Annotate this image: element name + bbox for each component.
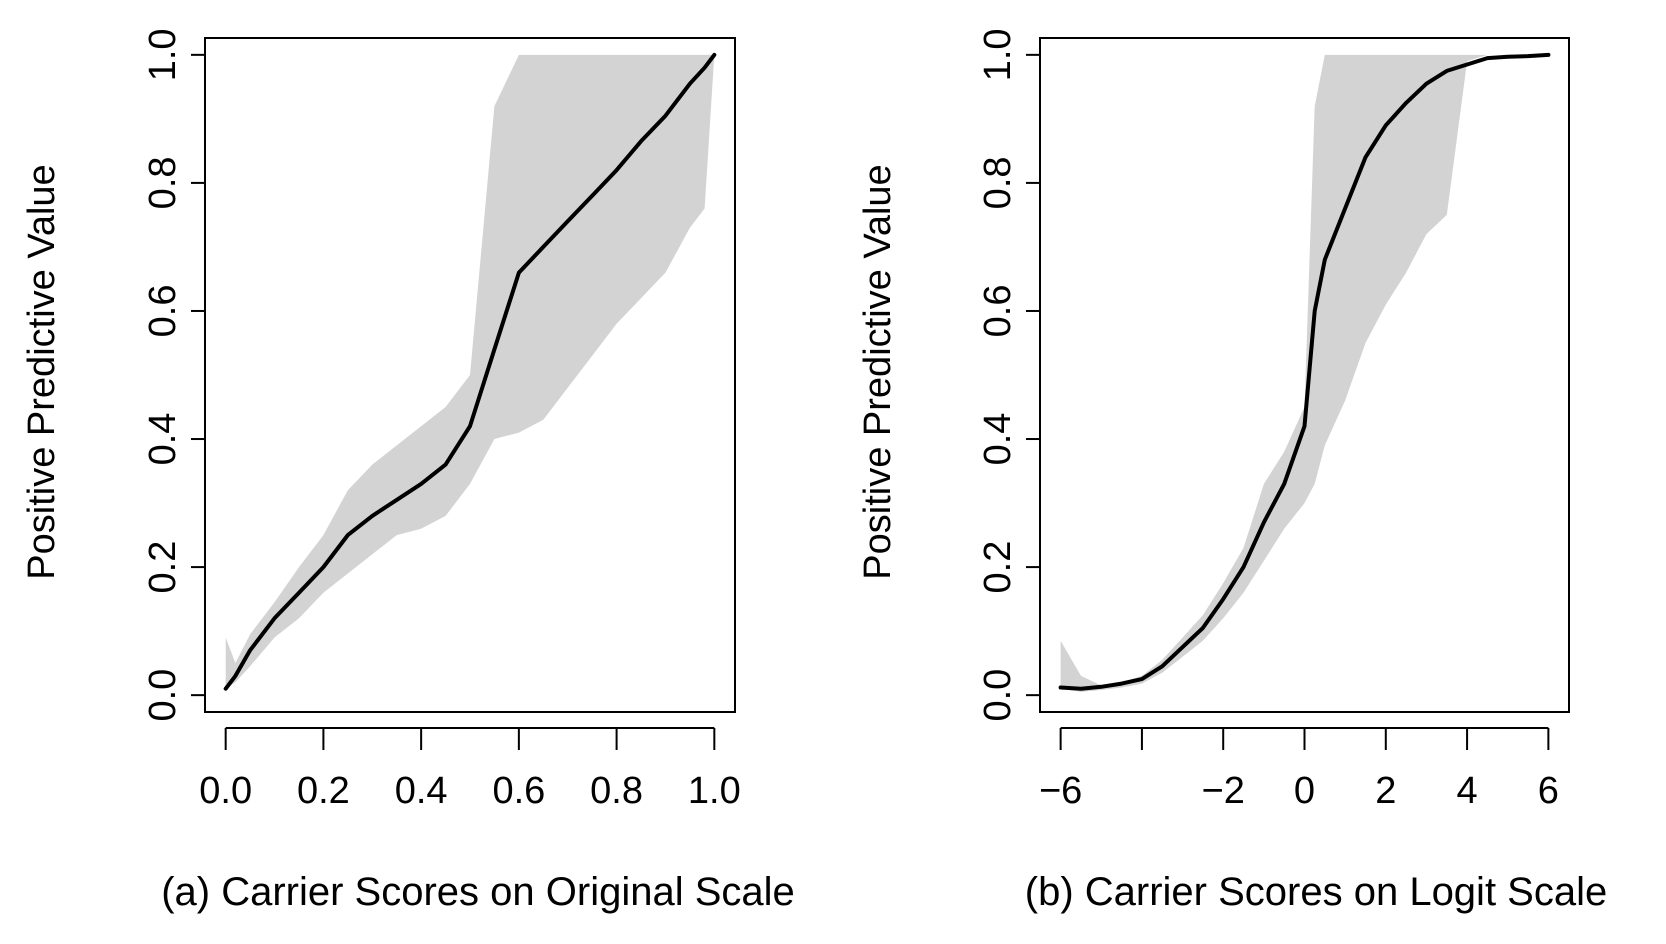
panel-a-x-tick-label: 0.8 [590, 770, 643, 812]
panel-b-estimate-line [1058, 52, 1551, 691]
panel-a-y-tick-label: 0.4 [142, 413, 184, 466]
panel-a-x-tick-label: 0.6 [492, 770, 545, 812]
panel-a-y-tick-label: 0.8 [142, 156, 184, 209]
panel-a-x-tick-label: 0.2 [297, 770, 350, 812]
panel-b-x-tick-label: −2 [1202, 770, 1245, 812]
panel-a-estimate-line [223, 52, 717, 691]
panel-b-x-tick-label: 4 [1457, 770, 1478, 812]
panel-b-ylabel: Positive Predictive Value [857, 164, 899, 579]
panel-b-x-tick-label: 0 [1294, 770, 1315, 812]
panel-b-y-tick-label: 0.8 [977, 156, 1019, 209]
panel-b-x-tick-label: 6 [1538, 770, 1559, 812]
panel-a-y-tick-label: 1.0 [142, 28, 184, 81]
panel-a-confidence-band [225, 54, 715, 689]
panel-a-caption: (a) Carrier Scores on Original Scale [161, 870, 795, 914]
panel-a-x-tick-label: 1.0 [688, 770, 741, 812]
panel-b-y-tick-label: 0.6 [977, 285, 1019, 338]
panel-b-plot-frame [1039, 37, 1570, 713]
panel-b-y-tick-label: 0.0 [977, 669, 1019, 722]
panel-b-caption: (b) Carrier Scores on Logit Scale [1025, 870, 1607, 914]
panel-a: Positive Predictive Value (a) Carrier Sc… [21, 28, 795, 914]
panel-a-y-tick-label: 0.0 [142, 669, 184, 722]
panel-a-plot-frame [204, 37, 736, 713]
panel-a-x-tick-label: 0.4 [395, 770, 448, 812]
panel-b-y-tick-label: 0.2 [977, 541, 1019, 594]
panel-b-x-tick-label: −6 [1039, 770, 1082, 812]
panel-a-x-tick-label: 0.0 [199, 770, 252, 812]
panel-b-x-tick-label: 2 [1375, 770, 1396, 812]
panel-a-y-tick-label: 0.2 [142, 541, 184, 594]
panel-b-confidence-band [1060, 54, 1549, 692]
panel-b-y-tick-label: 1.0 [977, 28, 1019, 81]
panel-b: Positive Predictive Value (b) Carrier Sc… [857, 28, 1607, 914]
panel-a-ylabel: Positive Predictive Value [21, 164, 63, 579]
panel-a-y-tick-label: 0.6 [142, 285, 184, 338]
panel-b-y-tick-label: 0.4 [977, 413, 1019, 466]
